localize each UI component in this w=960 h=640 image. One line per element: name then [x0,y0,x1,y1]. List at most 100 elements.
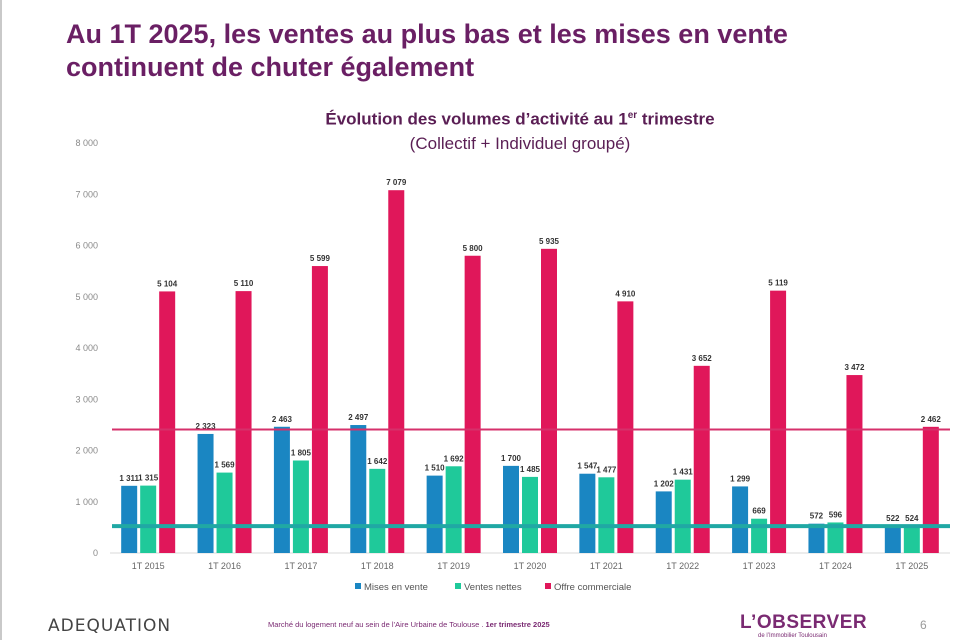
data-label-ventes: 1 315 [138,474,159,483]
page-title: Au 1T 2025, les ventes au plus bas et le… [66,18,886,84]
bar-offre [617,301,634,553]
data-label-offre: 4 910 [615,289,636,298]
data-label-ventes: 524 [905,514,919,523]
y-tick-label: 3 000 [75,394,98,404]
data-label-mises: 1 547 [577,462,598,471]
chart-title-sup: er [627,110,638,121]
bar-ventes [369,468,386,553]
x-tick-label: 1T 2021 [590,561,623,571]
data-label-ventes: 1 692 [444,454,465,463]
y-tick-label: 5 000 [75,292,98,302]
bar-offre [846,375,863,553]
legend-label-offre: Offre commerciale [554,582,631,593]
data-label-ventes: 1 431 [673,468,694,477]
y-tick-label: 7 000 [75,189,98,199]
legend-swatch-ventes [455,583,461,589]
data-label-offre: 3 652 [692,354,713,363]
x-tick-label: 1T 2022 [666,561,699,571]
adequation-logo: ADEQUATION [48,616,172,636]
bar-mises [121,485,138,553]
bar-mises [732,486,749,553]
data-label-mises: 1 700 [501,454,522,463]
data-label-mises: 572 [810,512,824,521]
bar-offre [235,291,252,553]
bar-offre [770,290,787,553]
data-label-offre: 5 935 [539,237,560,246]
chart-subtitle: (Collectif + Individuel groupé) [409,133,631,153]
footer-note: Marché du logement neuf au sein de l’Air… [268,620,550,629]
x-tick-label: 1T 2017 [284,561,317,571]
chart-title-text: Évolution des volumes d’activité au 1 [325,109,628,129]
bar-mises [579,473,596,553]
x-tick-label: 1T 2015 [132,561,165,571]
data-label-ventes: 1 485 [520,465,541,474]
slide-edge [0,0,2,640]
data-label-offre: 5 119 [768,279,788,288]
data-label-mises: 1 202 [654,479,675,488]
bar-ventes [140,485,157,553]
bar-chart: 0 1 000 2 000 3 000 4 000 5 000 6 000 7 000 8 00… [75,138,950,593]
data-label-ventes: 596 [829,510,843,519]
bar-mises [808,523,825,553]
bar-ventes [827,522,844,553]
observer-logo: L’OBSERVER [740,612,868,633]
data-label-offre: 5 599 [310,254,331,263]
x-tick-label: 1T 2023 [743,561,776,571]
chart-title: Évolution des volumes d’activité au 1er … [200,104,840,156]
data-label-mises: 522 [886,514,900,523]
x-tick-label: 1T 2016 [208,561,241,571]
data-label-ventes: 1 477 [596,465,617,474]
legend-label-mises: Mises en vente [364,582,428,593]
data-label-offre: 5 110 [234,279,254,288]
legend-label-ventes: Ventes nettes [464,582,522,593]
page-number: 6 [920,618,927,632]
bar-ventes [903,526,920,553]
y-tick-label: 6 000 [75,241,98,251]
data-label-ventes: 1 805 [291,448,312,457]
y-tick-label: 1 000 [75,497,98,507]
bar-offre [388,190,405,554]
y-tick-label: 2 000 [75,446,98,456]
data-label-mises: 2 463 [272,415,293,424]
bar-offre [464,255,481,553]
chart-title-end: trimestre [637,109,715,129]
bar-offre [541,248,557,554]
bar-mises [655,491,672,553]
bar-mises [884,526,901,553]
bar-offre [693,365,710,553]
bar-mises [426,475,443,553]
x-tick-label: 1T 2024 [819,561,852,571]
data-label-mises: 1 510 [425,464,446,473]
x-tick-label: 1T 2019 [437,561,470,571]
legend-swatch-offre [545,583,551,589]
x-tick-label: 1T 2018 [361,561,394,571]
bar-offre [159,291,176,553]
y-tick-label: 8 000 [75,138,98,148]
data-label-offre: 3 472 [844,363,865,372]
bar-ventes [216,472,233,553]
bar-ventes [445,466,462,553]
data-label-offre: 5 104 [157,279,178,288]
data-label-offre: 2 462 [921,415,942,424]
bar-ventes [522,476,538,553]
data-label-offre: 7 079 [386,178,407,187]
y-tick-label: 4 000 [75,343,98,353]
footer-note-text: Marché du logement neuf au sein de l’Air… [268,620,486,629]
x-tick-label: 1T 2025 [895,561,928,571]
x-tick-label: 1T 2020 [514,561,547,571]
footer-note-period: 1er trimestre 2025 [485,620,550,629]
bar-offre [922,426,939,553]
legend-swatch-mises [355,583,361,589]
bar-mises [350,425,367,553]
bar-ventes [598,477,615,553]
data-label-ventes: 1 642 [367,457,388,466]
data-label-ventes: 1 569 [215,461,236,470]
data-label-mises: 2 497 [348,413,369,422]
y-tick-label: 0 [93,548,98,558]
bar-ventes [674,479,691,553]
bar-ventes [751,518,768,553]
bar-offre [311,266,328,553]
data-label-mises: 1 311 [119,474,139,483]
page-title-line-2: continuent de chuter également [66,52,475,82]
data-label-mises: 2 323 [196,422,217,431]
